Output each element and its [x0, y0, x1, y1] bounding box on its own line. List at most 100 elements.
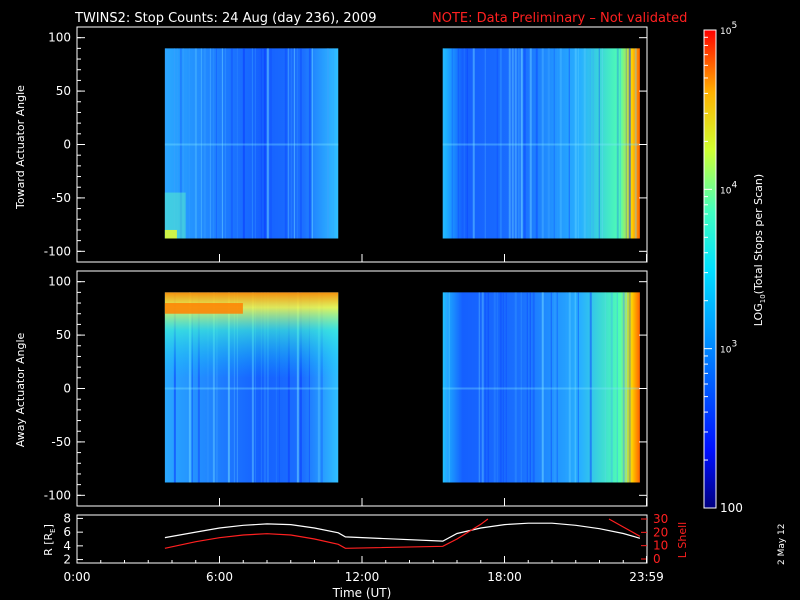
heatmap-stripe	[520, 292, 522, 483]
colorbar-tick-label: 105	[720, 21, 737, 37]
heatmap-stripe	[484, 48, 486, 239]
heatmap-stripe	[577, 292, 579, 483]
heatmap-stripe	[616, 292, 618, 483]
heatmap-stripe	[574, 48, 577, 239]
orbit-series-line	[608, 518, 641, 537]
heatmap-stripe	[628, 48, 631, 239]
heatmap-block	[442, 292, 640, 483]
y-tick-label: 50	[56, 328, 71, 342]
heatmap-stripe	[535, 48, 538, 239]
x-tick-label: 18:00	[487, 570, 522, 584]
heatmap-stripe	[508, 48, 511, 239]
heatmap-feature	[164, 229, 177, 239]
heatmap-stripe	[209, 48, 211, 239]
x-tick-label: 0:00	[64, 570, 91, 584]
heatmap-stripe	[284, 48, 287, 239]
heatmap-stripe	[472, 48, 475, 239]
heatmap-stripe	[526, 292, 528, 483]
chart-title: TWINS2: Stop Counts: 24 Aug (day 236), 2…	[74, 11, 377, 26]
heatmap-stripe	[517, 48, 520, 239]
colorbar-tick-label: 100	[720, 501, 743, 515]
heatmap-stripe	[308, 48, 311, 239]
heatmap-stripe	[565, 292, 567, 483]
heatmap-stripe	[559, 48, 562, 239]
heatmap-stripe	[466, 48, 468, 239]
heatmap-stripe	[499, 292, 502, 483]
heatmap-stripe	[236, 48, 238, 239]
heatmap-stripe	[332, 48, 334, 239]
heatmap-zero-band	[164, 143, 339, 146]
heatmap-stripe	[493, 292, 496, 483]
y-tick-label: 0	[63, 138, 71, 152]
heatmap-stripe	[221, 48, 223, 239]
heatmap-stripe	[601, 48, 603, 239]
heatmap-stripe	[293, 48, 295, 239]
axes: 100500-50-100100500-50-100864230201000:0…	[44, 31, 669, 584]
heatmap-stripe	[610, 292, 613, 483]
heatmap-stripe	[311, 48, 313, 239]
heatmap-stripe	[553, 292, 556, 483]
heatmap-stripe	[215, 48, 217, 239]
heatmap-stripe	[514, 48, 517, 239]
heatmap-stripe	[625, 292, 627, 483]
colorbar-label: LOG10(Total Stops per Scan)	[752, 174, 767, 326]
colorbar-tick-label: 103	[720, 340, 737, 356]
heatmap-stripe	[266, 48, 269, 239]
away-ylabel: Away Actuator Angle	[14, 332, 27, 447]
colorbar	[703, 29, 717, 509]
heatmap-stripe	[463, 48, 465, 239]
heatmap-stripe	[568, 292, 571, 483]
heatmap-band	[164, 292, 339, 483]
heatmap-stripe	[200, 48, 202, 239]
heatmap-stripe	[577, 48, 579, 239]
y-tick-label: -50	[51, 191, 71, 205]
orbit-series-line	[164, 518, 489, 549]
heatmap-stripe	[592, 48, 594, 239]
heatmap-stripe	[541, 48, 544, 239]
y-tick-label: -100	[44, 488, 71, 502]
heatmap-stripe	[589, 48, 591, 239]
heatmap-stripe	[326, 48, 329, 239]
orbit-lines	[164, 518, 641, 549]
heatmap-stripe	[194, 48, 197, 239]
orbit-ylabel-left: R [RE]	[42, 524, 57, 556]
heatmap-stripe	[251, 48, 253, 239]
heatmap-block	[164, 48, 339, 239]
y-tick-label: 0	[63, 382, 71, 396]
heatmap-stripe	[442, 48, 444, 239]
heatmap-stripe	[445, 292, 448, 483]
heatmap-stripe	[520, 48, 523, 239]
heatmap-stripe	[598, 48, 600, 239]
heatmap-stripe	[625, 48, 627, 239]
heatmap-stripe	[260, 48, 262, 239]
heatmap-stripe	[173, 48, 175, 239]
heatmap-stripe	[263, 48, 266, 239]
toward-heatmap	[164, 48, 640, 239]
heatmap-stripe	[529, 48, 532, 239]
heatmap-stripe	[182, 48, 184, 239]
heatmap-stripe	[619, 48, 621, 239]
heatmap-stripe	[299, 48, 302, 239]
heatmap-block	[442, 48, 640, 239]
heatmap-stripe	[179, 48, 182, 239]
x-axis-label: Time (UT)	[332, 586, 392, 600]
heatmap-stripe	[484, 292, 486, 483]
heatmap-stripe	[164, 48, 167, 239]
heatmap-stripe	[583, 48, 586, 239]
heatmap-stripe	[254, 48, 256, 239]
heatmap-stripe	[511, 48, 514, 239]
heatmap-stripe	[296, 48, 298, 239]
orbit-y-tick-label: 2	[63, 553, 71, 567]
heatmap-stripe	[212, 48, 214, 239]
heatmap-stripe	[568, 48, 570, 239]
heatmap-stripe	[499, 48, 502, 239]
heatmap-stripe	[203, 48, 206, 239]
y-tick-label: 100	[48, 275, 71, 289]
heatmap-stripe	[478, 292, 480, 483]
heatmap-stripe	[224, 48, 226, 239]
heatmap-stripe	[616, 48, 619, 239]
heatmap-hotspot	[164, 303, 243, 314]
heatmap-stripe	[505, 292, 507, 483]
x-tick-label: 12:00	[345, 570, 380, 584]
heatmap-stripe	[269, 48, 272, 239]
